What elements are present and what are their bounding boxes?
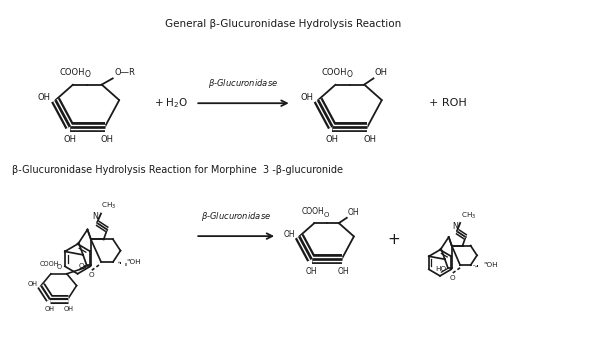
Text: OH: OH (348, 208, 359, 217)
Text: O: O (347, 70, 353, 79)
Text: $\beta$-Glucuronidase: $\beta$-Glucuronidase (209, 77, 279, 90)
Text: O: O (89, 272, 95, 278)
Text: COOH: COOH (322, 68, 347, 77)
Text: OH: OH (101, 135, 114, 144)
Text: O—R: O—R (115, 68, 135, 77)
Text: OH: OH (28, 282, 38, 287)
Text: + H$_2$O: + H$_2$O (154, 96, 188, 110)
Text: OH: OH (283, 230, 295, 239)
Text: COOH: COOH (59, 68, 85, 77)
Text: O: O (324, 212, 329, 218)
Text: OH: OH (306, 267, 317, 276)
Text: OH: OH (326, 135, 339, 144)
Text: OH: OH (64, 135, 77, 144)
Text: O: O (79, 264, 85, 269)
Text: COOH: COOH (40, 261, 59, 267)
Text: O: O (57, 264, 61, 270)
Text: "OH: "OH (483, 262, 498, 268)
Text: CH$_3$: CH$_3$ (101, 201, 117, 211)
Text: OH: OH (45, 306, 55, 312)
Text: O: O (450, 275, 456, 281)
Text: OH: OH (64, 306, 74, 312)
Text: OH: OH (375, 68, 388, 77)
Text: General β-Glucuronidase Hydrolysis Reaction: General β-Glucuronidase Hydrolysis React… (165, 19, 401, 29)
Text: +: + (388, 231, 400, 247)
Text: + ROH: + ROH (429, 98, 466, 108)
Text: OH: OH (338, 267, 349, 276)
Text: N: N (92, 212, 98, 221)
Text: OH: OH (363, 135, 376, 144)
Text: $\beta$-Glucuronidase: $\beta$-Glucuronidase (201, 210, 272, 223)
Text: HO: HO (435, 266, 446, 273)
Text: β-Glucuronidase Hydrolysis Reaction for Morphine  3 -β-glucuronide: β-Glucuronidase Hydrolysis Reaction for … (12, 165, 343, 175)
Text: "OH: "OH (126, 259, 141, 265)
Text: N: N (452, 221, 458, 230)
Text: COOH: COOH (302, 207, 325, 216)
Text: OH: OH (300, 93, 313, 102)
Text: O: O (84, 70, 90, 79)
Text: OH: OH (38, 93, 51, 102)
Text: CH$_3$: CH$_3$ (461, 211, 476, 221)
